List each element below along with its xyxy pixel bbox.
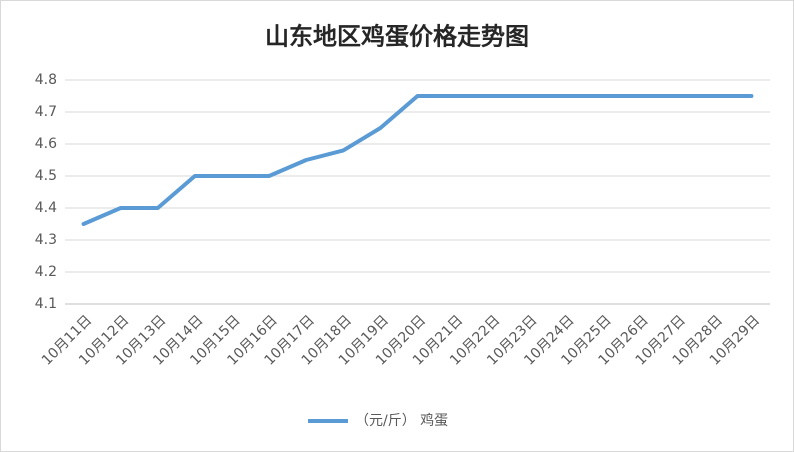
legend-label: （元/斤） 鸡蛋 bbox=[355, 412, 448, 429]
y-tick-label: 4.6 bbox=[35, 136, 57, 152]
y-tick-label: 4.8 bbox=[35, 72, 57, 88]
chart-title: 山东地区鸡蛋价格走势图 bbox=[265, 22, 529, 51]
y-tick-label: 4.1 bbox=[35, 296, 57, 312]
y-tick-label: 4.3 bbox=[35, 232, 57, 248]
y-tick-label: 4.7 bbox=[35, 104, 57, 120]
y-tick-label: 4.4 bbox=[35, 200, 57, 216]
data-line bbox=[81, 94, 754, 226]
y-tick-label: 4.5 bbox=[35, 168, 57, 184]
y-tick-label: 4.2 bbox=[35, 264, 57, 280]
